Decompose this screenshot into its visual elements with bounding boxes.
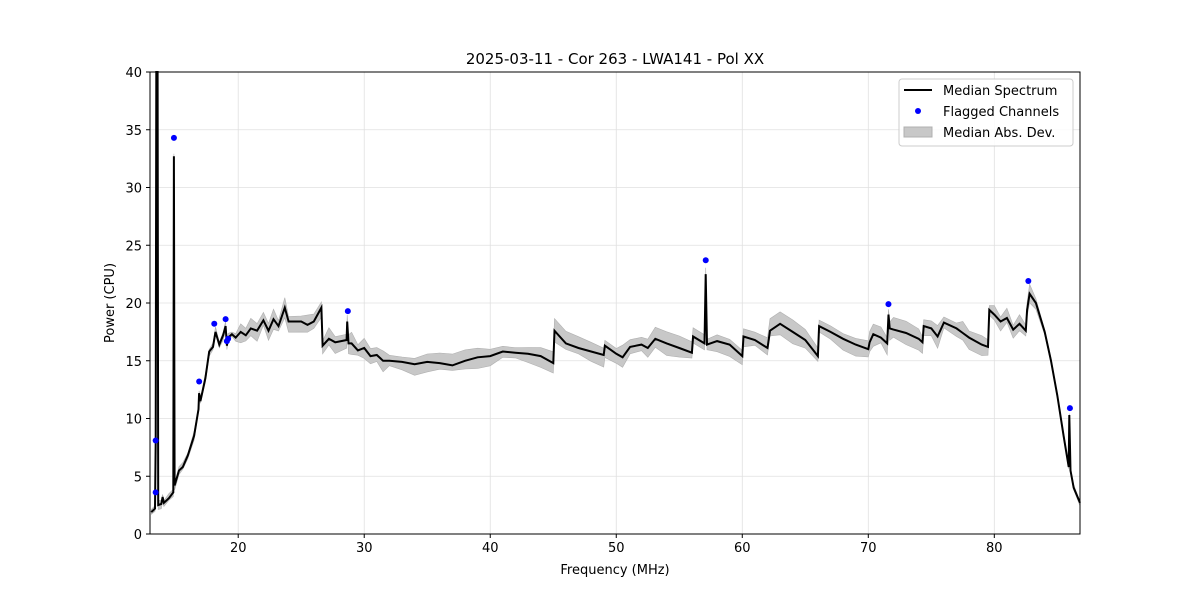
x-tick-label: 60	[734, 541, 751, 556]
y-tick-label: 10	[125, 413, 142, 428]
x-tick-label: 20	[230, 541, 247, 556]
y-tick-label: 30	[125, 182, 142, 197]
y-tick-label: 40	[125, 66, 142, 81]
flagged-channel-point	[152, 437, 159, 444]
y-tick-label: 15	[125, 355, 142, 370]
median-spectrum-line	[150, 71, 1081, 513]
x-tick-label: 50	[608, 541, 625, 556]
grid	[150, 71, 1080, 535]
y-tick-label: 0	[134, 528, 142, 543]
legend-dot-swatch	[915, 108, 921, 114]
flagged-channel-point	[344, 308, 351, 315]
flagged-channel-point	[152, 489, 159, 496]
legend-band-swatch	[903, 126, 933, 138]
y-tick-label: 35	[125, 124, 142, 139]
chart-title: 2025-03-11 - Cor 263 - LWA141 - Pol XX	[466, 50, 764, 68]
legend-flagged: Flagged Channels	[943, 105, 1059, 120]
legend-box	[898, 78, 1074, 147]
legend: Median Spectrum Flagged Channels Median …	[898, 78, 1074, 147]
axis-ticks: 20 30 40 50 60 70 80 0 5 10 15 20 25 30 35 40	[125, 66, 1002, 556]
x-tick-label: 30	[356, 541, 373, 556]
flagged-channel-point	[196, 378, 203, 385]
x-axis-label: Frequency (MHz)	[560, 563, 669, 578]
flagged-points	[152, 134, 1073, 496]
y-tick-label: 20	[125, 297, 142, 312]
flagged-channel-point	[170, 134, 177, 141]
x-tick-label: 80	[986, 541, 1003, 556]
x-tick-label: 40	[482, 541, 499, 556]
flagged-channel-point	[225, 335, 232, 342]
flagged-channel-point	[1025, 278, 1032, 285]
flagged-channel-point	[885, 301, 892, 308]
flagged-channel-point	[702, 257, 709, 264]
y-tick-label: 25	[125, 239, 142, 254]
x-tick-label: 70	[860, 541, 877, 556]
y-tick-label: 5	[134, 470, 142, 485]
flagged-channel-point	[211, 320, 218, 327]
flagged-channel-point	[1066, 405, 1073, 412]
legend-mad: Median Abs. Dev.	[943, 126, 1055, 141]
legend-median: Median Spectrum	[943, 84, 1057, 99]
flagged-channel-point	[222, 316, 229, 323]
y-axis-label: Power (CPU)	[103, 263, 118, 343]
